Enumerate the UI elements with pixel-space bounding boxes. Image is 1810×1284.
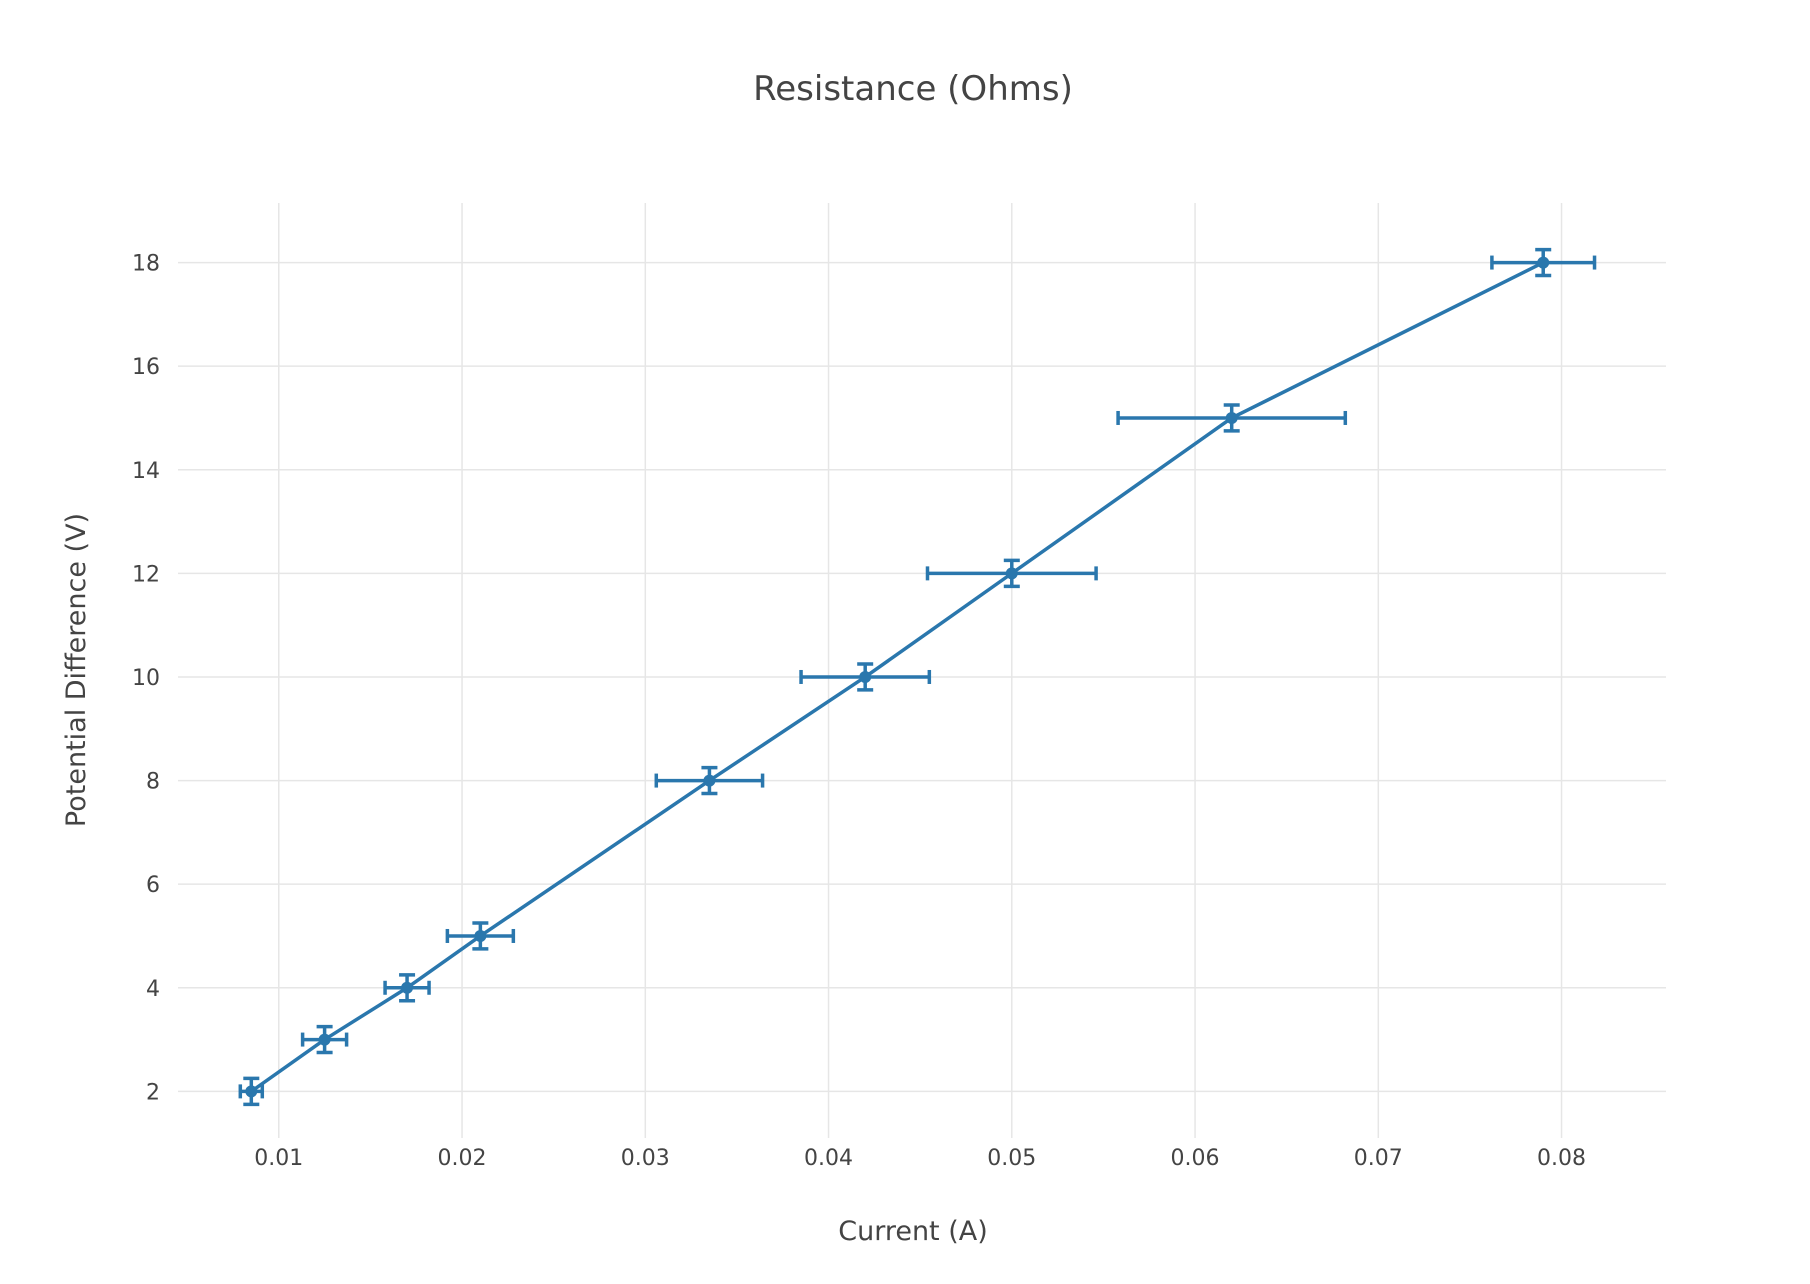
y-tick-label: 14 xyxy=(132,459,160,484)
x-tick-label: 0.06 xyxy=(1171,1146,1220,1171)
data-point-marker xyxy=(474,929,487,942)
data-point-marker xyxy=(401,981,414,994)
x-tick-label: 0.01 xyxy=(254,1146,303,1171)
y-tick-label: 10 xyxy=(132,666,160,691)
data-point-group xyxy=(799,662,932,692)
y-axis-title: Potential Difference (V) xyxy=(61,513,92,827)
data-point-marker xyxy=(1005,567,1018,580)
data-point-group xyxy=(238,1076,265,1107)
data-point-group xyxy=(383,973,431,1003)
y-tick-label: 2 xyxy=(146,1080,160,1105)
chart-title: Resistance (Ohms) xyxy=(753,69,1073,109)
x-axis-title: Current (A) xyxy=(838,1216,988,1247)
x-tick-label: 0.02 xyxy=(438,1146,487,1171)
x-tick-label: 0.04 xyxy=(804,1146,853,1171)
x-tick-label: 0.07 xyxy=(1354,1146,1403,1171)
y-tick-label: 8 xyxy=(146,770,160,795)
data-point-marker xyxy=(703,774,716,787)
x-tick-label: 0.05 xyxy=(987,1146,1036,1171)
data-point-marker xyxy=(1537,256,1550,269)
data-point-group xyxy=(445,921,516,951)
data-point-marker xyxy=(1225,411,1238,424)
data-point-marker xyxy=(859,670,872,683)
y-axis-ticks: 2 4 6 8 10 12 14 16 18 xyxy=(132,252,160,1106)
x-axis-ticks: 0.01 0.02 0.03 0.04 0.05 0.06 0.07 0.08 xyxy=(254,1146,1586,1171)
y-tick-label: 4 xyxy=(146,977,160,1002)
y-tick-label: 12 xyxy=(132,562,160,587)
grid-layer xyxy=(178,203,1666,1138)
data-point-group xyxy=(654,765,765,796)
y-tick-label: 16 xyxy=(132,355,160,380)
data-point-group xyxy=(300,1024,349,1055)
y-tick-label: 6 xyxy=(146,873,160,898)
data-point-group xyxy=(1490,247,1597,278)
x-tick-label: 0.08 xyxy=(1537,1146,1586,1171)
data-point-marker xyxy=(245,1085,258,1098)
y-tick-label: 18 xyxy=(132,252,160,277)
x-tick-label: 0.03 xyxy=(621,1146,670,1171)
data-point-group xyxy=(925,558,1098,589)
data-point-group xyxy=(1116,403,1348,433)
series-layer xyxy=(238,247,1597,1107)
data-point-marker xyxy=(318,1033,331,1046)
